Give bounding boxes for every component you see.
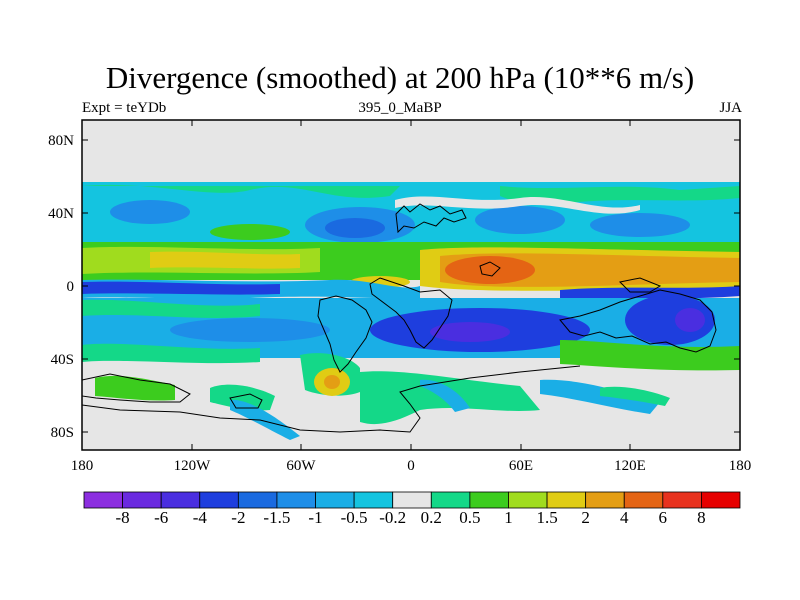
plot-title: Divergence (smoothed) at 200 hPa (10**6 …	[105, 60, 695, 95]
sh-streak-20e	[420, 379, 470, 412]
colorbar-label: 0.5	[459, 508, 481, 527]
sh-green-southwest	[82, 343, 260, 364]
sh-green-east	[560, 340, 740, 371]
lon-label-60w: 60W	[286, 458, 316, 474]
period-label: 395_0_MaBP	[358, 100, 442, 116]
axis-ticks	[81, 120, 741, 450]
sh-patch-120e	[600, 386, 670, 406]
lat-label-80s: 80S	[50, 425, 74, 441]
lon-label-0: 0	[407, 458, 415, 474]
colorbar-box	[469, 491, 509, 509]
colorbar-label: -0.5	[340, 508, 368, 527]
lon-label-120e: 120E	[614, 458, 646, 474]
colorbar-label: 1.5	[536, 508, 558, 527]
colorbar	[83, 491, 741, 509]
nh-blue-120e	[590, 213, 690, 237]
colorbar-box	[430, 491, 471, 509]
australia-outline	[559, 289, 717, 353]
colorbar-box	[199, 491, 239, 509]
experiment-label: Expt = teYDb	[82, 100, 167, 116]
lon-label-120w: 120W	[173, 458, 211, 474]
sh-blue-90w	[170, 318, 330, 342]
colorbar-box	[237, 491, 278, 509]
antarctic-coast-south	[81, 365, 581, 433]
lat-label-40n: 40N	[48, 206, 74, 222]
season-label: JJA	[719, 100, 742, 116]
colorbar-box	[623, 491, 664, 509]
lon-label-60e: 60E	[508, 458, 534, 474]
nh-white-streak	[395, 196, 640, 214]
colorbar-box	[508, 491, 548, 509]
colorbar-label: -2	[231, 508, 246, 527]
nh-blue-120w	[110, 200, 190, 224]
sh-streak-70w	[230, 399, 300, 440]
maritime-continent-outline	[618, 277, 662, 293]
nh-blue-60e	[475, 206, 565, 234]
antarctic-coast-west	[81, 373, 191, 403]
sh-purple-60e	[430, 322, 510, 342]
nh-darkblue-30w	[325, 218, 385, 238]
tropical-yellow-west	[150, 251, 300, 269]
africa-outline	[369, 277, 453, 349]
colorbar-label: -1.5	[263, 508, 291, 527]
sh-darkblue-150e	[625, 295, 715, 345]
colorbar-label: 2	[581, 508, 590, 527]
colorbar-label: 1	[504, 508, 513, 527]
antarctic-peninsula-outline	[229, 393, 263, 409]
colorbar-label: -0.2	[379, 508, 407, 527]
tropical-negative-dark	[82, 281, 280, 295]
colorbar-box	[701, 491, 741, 509]
tropical-red-60e	[445, 256, 535, 284]
colorbar-label: 4	[619, 508, 629, 527]
sh-green-west	[82, 299, 260, 318]
colorbar-label: -1	[308, 508, 323, 527]
europe-outline	[395, 203, 467, 234]
contour-field	[82, 120, 740, 450]
colorbar-label: 6	[658, 508, 668, 527]
lon-label-180e: 180	[728, 458, 752, 474]
colorbar-box	[160, 491, 201, 509]
colorbar-box	[276, 491, 316, 509]
colorbar-box	[662, 491, 702, 509]
arabia-outline	[479, 261, 501, 277]
colorbar-label: -6	[154, 508, 169, 527]
colorbar-box	[353, 491, 394, 509]
sh-streak-100e	[540, 379, 660, 414]
colorbar-label: 0.2	[420, 508, 442, 527]
colorbar-box	[585, 491, 625, 509]
nh-green-patch	[210, 224, 290, 240]
sh-patch-90w	[210, 384, 275, 411]
colorbar-label: -4	[192, 508, 207, 527]
colorbar-box	[546, 491, 587, 509]
lon-label-180w: 180	[70, 458, 94, 474]
colorbar-label: -8	[115, 508, 130, 527]
sh-purple-150e	[675, 308, 705, 332]
continent-outlines	[81, 203, 717, 433]
nh-green-strip	[82, 184, 400, 198]
lat-label-0: 0	[66, 279, 75, 295]
south-america-outline	[317, 295, 373, 373]
colorbar-box	[83, 491, 123, 509]
lat-label-80n: 80N	[48, 133, 74, 149]
sh-orange-atlantic	[324, 375, 340, 389]
colorbar-box	[315, 491, 355, 509]
colorbar-box	[392, 491, 432, 509]
colorbar-label: 8	[697, 508, 706, 527]
colorbar-box	[122, 491, 162, 509]
lat-label-40s: 40S	[50, 352, 74, 368]
